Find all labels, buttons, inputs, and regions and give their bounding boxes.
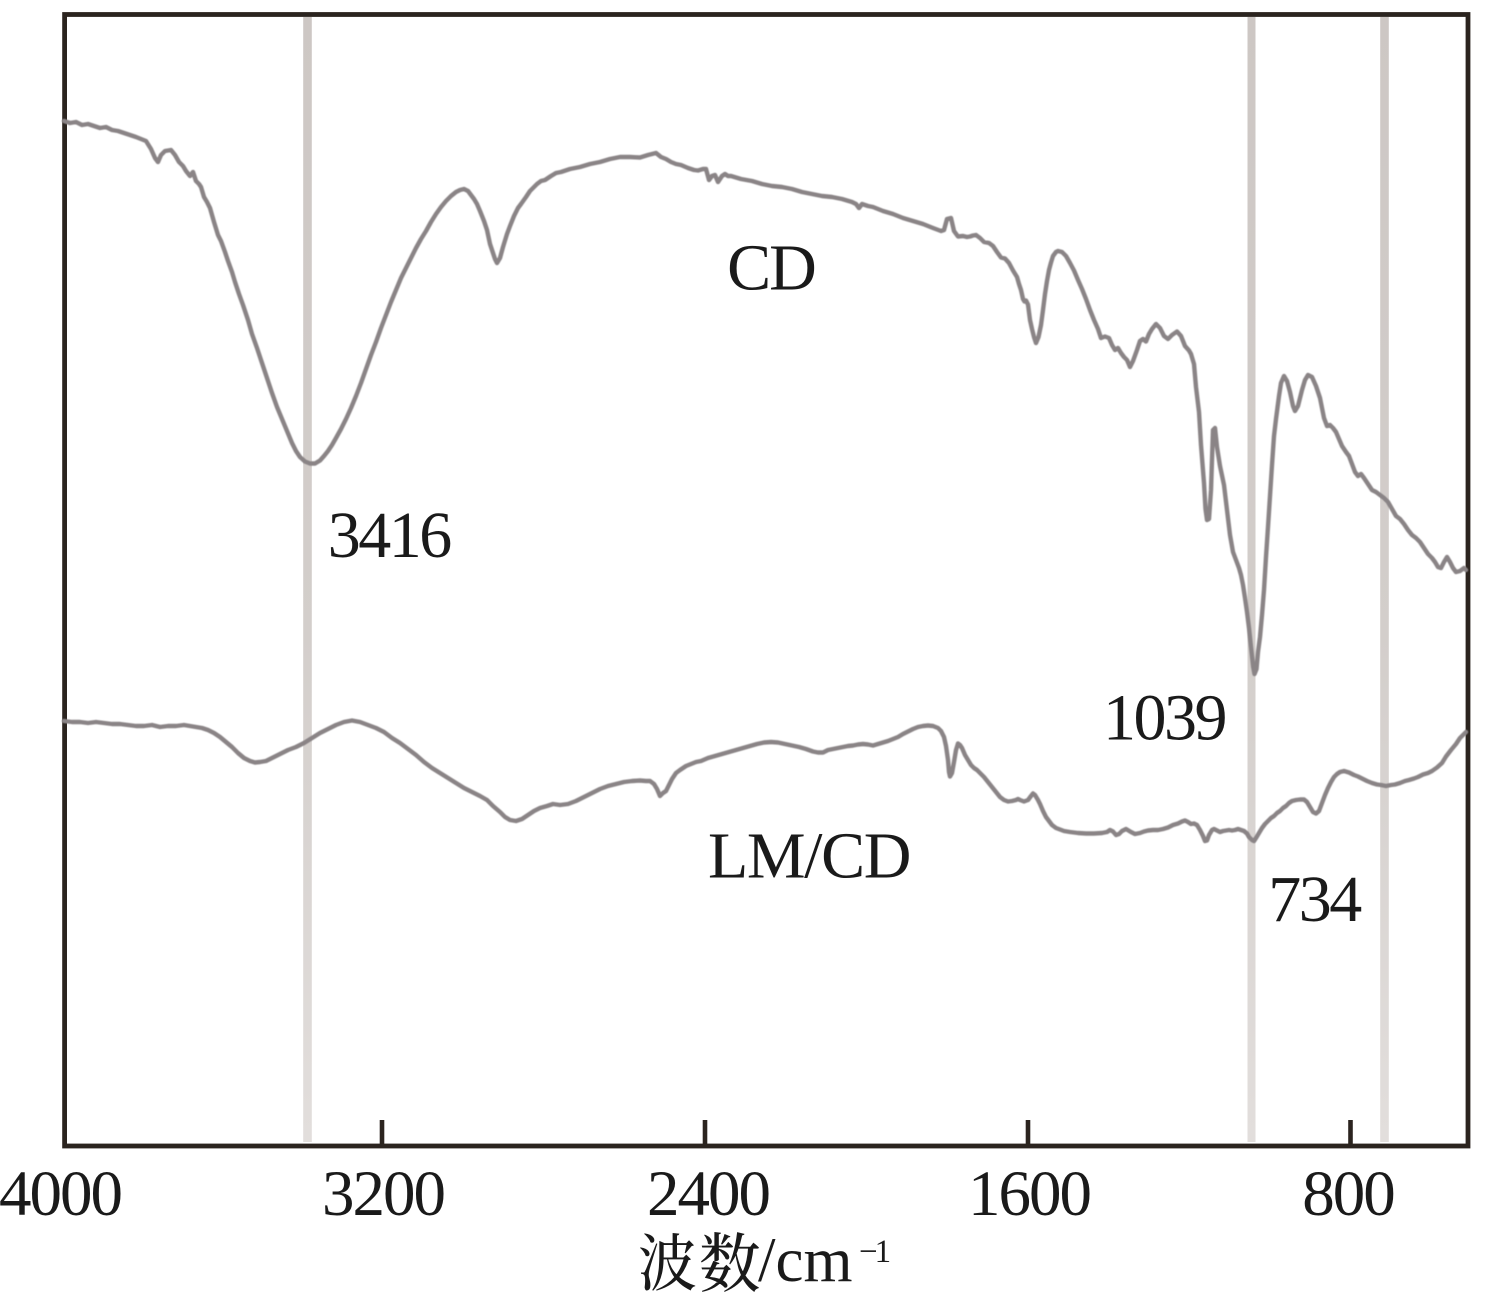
svg-text:2400: 2400 <box>647 1158 770 1230</box>
svg-text:1600: 1600 <box>968 1158 1091 1230</box>
svg-text:LM/CD: LM/CD <box>708 820 910 893</box>
svg-text:/cm: /cm <box>758 1225 852 1295</box>
svg-text:CD: CD <box>727 232 815 305</box>
svg-text:1039: 1039 <box>1103 682 1226 755</box>
svg-text:4000: 4000 <box>0 1158 122 1230</box>
svg-text:734: 734 <box>1268 863 1361 936</box>
svg-text:3200: 3200 <box>322 1158 445 1230</box>
svg-text:800: 800 <box>1302 1158 1394 1230</box>
svg-text:3416: 3416 <box>328 499 452 572</box>
svg-text:−1: −1 <box>859 1234 890 1270</box>
